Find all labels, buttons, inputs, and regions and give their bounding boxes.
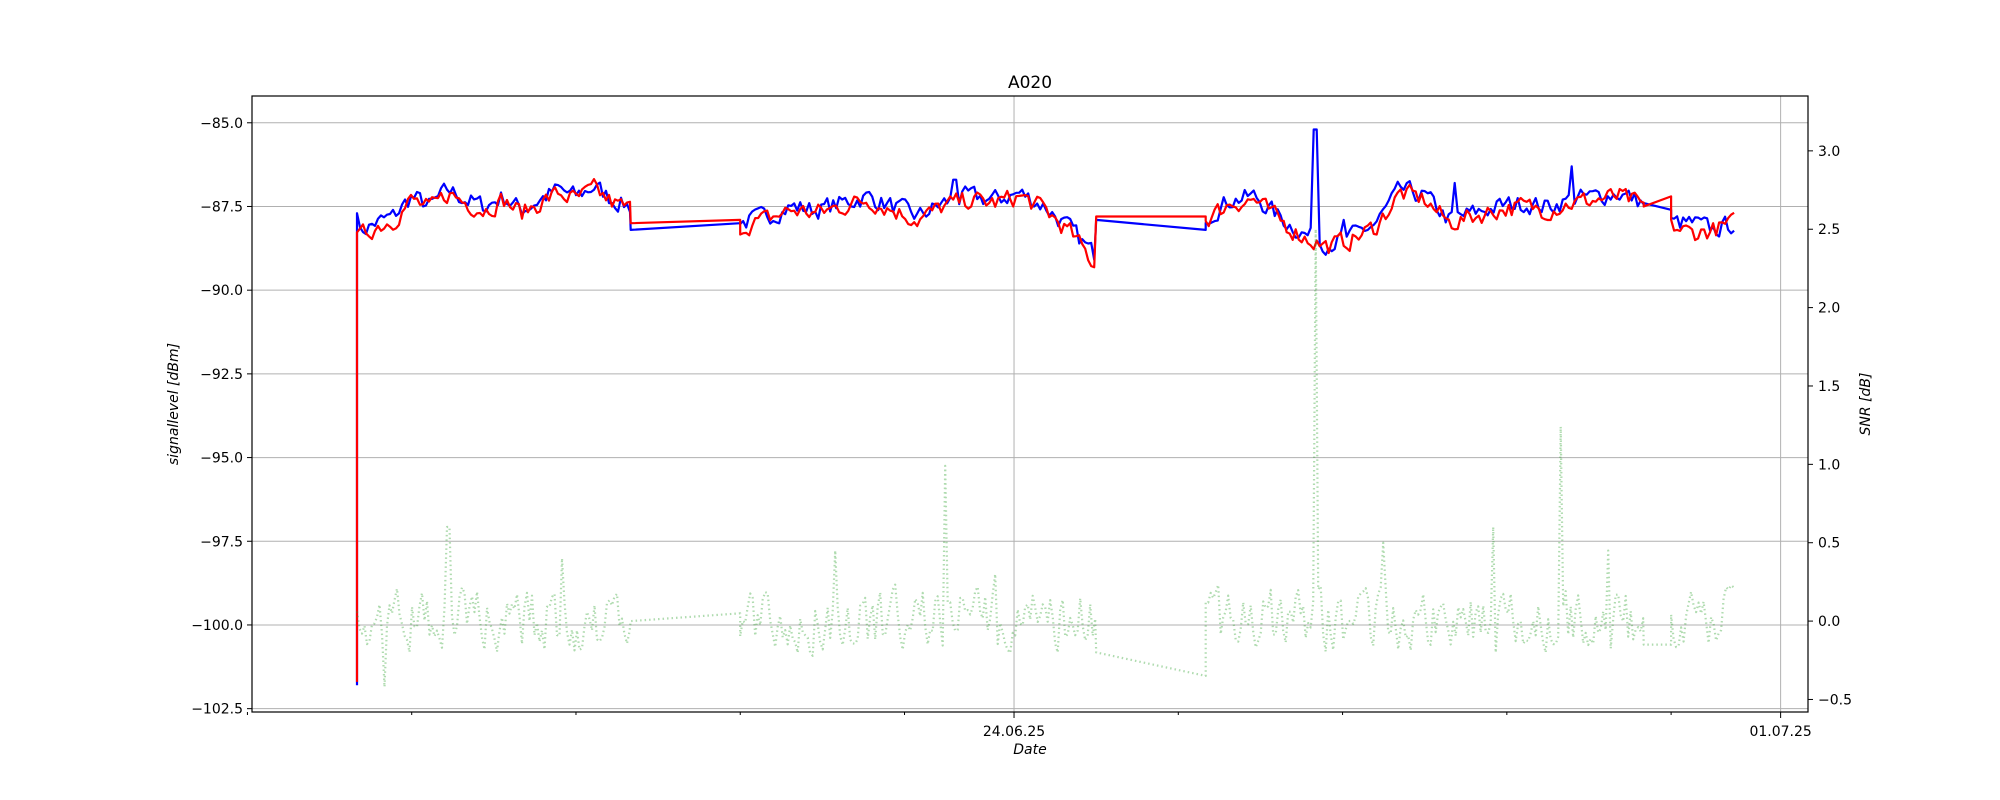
y-right-tick-label: 3.0 [1818, 144, 1840, 160]
y-left-tick-label: −100.0 [191, 618, 243, 634]
y-left-tick-label: −87.5 [200, 199, 243, 215]
bottom-axis: 24.06.25 01.07.25 [246, 712, 1812, 740]
y-left-tick-label: −92.5 [200, 367, 243, 383]
y-left-tick-label: −90.0 [200, 283, 243, 299]
series-layer [355, 128, 1735, 688]
y-axis-right-label: SNR [dB] [1858, 373, 1874, 436]
y-right-tick-label: 1.0 [1818, 457, 1840, 473]
right-axis: −0.5 0.0 0.5 1.0 1.5 2.0 2.5 3.0 [1808, 144, 1852, 708]
plot-frame [251, 95, 1809, 713]
x-tick-label: 24.06.25 [983, 724, 1045, 740]
y-left-tick-label: −95.0 [200, 451, 243, 467]
series-line-2 [355, 178, 1735, 682]
y-right-tick-label: 2.5 [1818, 222, 1840, 238]
y-right-tick-label: 0.0 [1818, 614, 1840, 630]
y-left-tick-label: −102.5 [191, 702, 243, 718]
y-left-tick-label: −97.5 [200, 534, 243, 550]
grid [252, 96, 1808, 712]
y-right-tick-label: −0.5 [1818, 692, 1852, 708]
chart-title: A020 [1008, 73, 1052, 93]
y-right-tick-label: 1.5 [1818, 379, 1840, 395]
left-axis: −102.5 −100.0 −97.5 −95.0 −92.5 −90.0 −87.5 −85… [191, 116, 252, 718]
x-tick-label: 01.07.25 [1749, 724, 1811, 740]
y-right-tick-label: 0.5 [1818, 536, 1840, 552]
y-right-tick-label: 2.0 [1818, 301, 1840, 317]
y-axis-left-label: signallevel [dBm] [166, 343, 182, 465]
x-axis-label: Date [1013, 742, 1046, 758]
y-left-tick-label: −85.0 [200, 116, 243, 132]
